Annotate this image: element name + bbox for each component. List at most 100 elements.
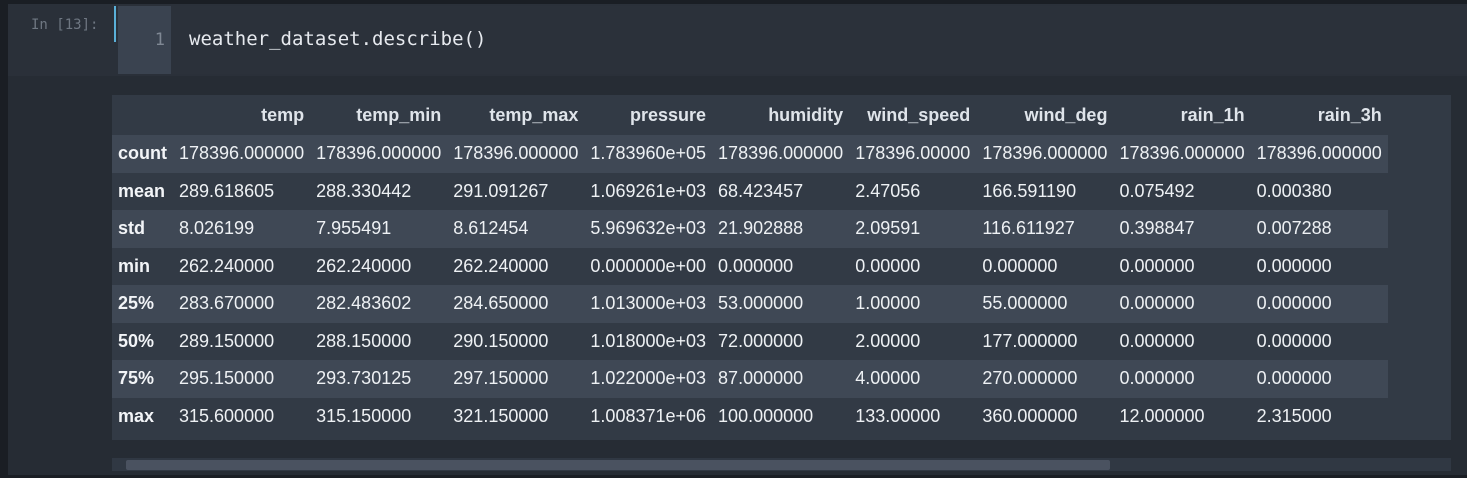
table-cell: 178396.000000 xyxy=(982,143,1108,164)
table-cell: 178396.000000 xyxy=(453,143,579,164)
column-header: rain_3h xyxy=(1317,104,1382,125)
table-row: max 315.600000 315.150000 321.150000 1.00837… xyxy=(112,397,1388,435)
row-label: 75% xyxy=(118,368,155,389)
table-cell: 72.000000 xyxy=(718,330,804,351)
code-line[interactable]: weather_dataset.describe() xyxy=(189,28,487,50)
table-cell: 178396.000000 xyxy=(316,143,442,164)
table-cell: 0.000000 xyxy=(718,255,794,276)
table-cell: 2.315000 xyxy=(1256,405,1332,426)
table-cell: 262.240000 xyxy=(179,255,275,276)
column-header: wind_deg xyxy=(1024,104,1108,125)
table-cell: 178396.000000 xyxy=(179,143,305,164)
table-cell: 21.902888 xyxy=(718,218,804,239)
row-label: 50% xyxy=(118,330,155,351)
table-row: 25% 283.670000 282.483602 284.650000 1.01300… xyxy=(112,285,1388,323)
table-cell: 2.47056 xyxy=(855,180,921,201)
table-cell: 8.612454 xyxy=(453,218,529,239)
table-cell: 0.000000 xyxy=(982,255,1058,276)
table-row: std 8.026199 7.955491 8.612454 5.969632e+03 2… xyxy=(112,210,1388,248)
table-cell: 0.007288 xyxy=(1256,218,1332,239)
table-cell: 178396.000000 xyxy=(1256,143,1382,164)
table-cell: 177.000000 xyxy=(982,330,1078,351)
table-row: 75% 295.150000 293.730125 297.150000 1.02200… xyxy=(112,360,1388,398)
table-cell: 53.000000 xyxy=(718,293,804,314)
horizontal-scrollbar[interactable] xyxy=(112,458,1451,471)
row-label: std xyxy=(118,218,145,239)
table-cell: 295.150000 xyxy=(179,368,275,389)
column-header: pressure xyxy=(630,104,707,125)
table-cell: 284.650000 xyxy=(453,293,549,314)
table-cell: 1.783960e+05 xyxy=(590,143,707,164)
row-label: min xyxy=(118,255,151,276)
table-cell: 290.150000 xyxy=(453,330,549,351)
code-editor[interactable]: weather_dataset.describe() xyxy=(171,6,1467,74)
scrollbar-thumb[interactable] xyxy=(126,460,1110,470)
table-cell: 0.000000 xyxy=(1119,293,1195,314)
table-cell: 0.000000 xyxy=(1119,330,1195,351)
table-cell: 7.955491 xyxy=(316,218,392,239)
table-cell: 0.075492 xyxy=(1119,180,1195,201)
index-header xyxy=(112,95,173,135)
table-header-row: temp temp_min temp_max pressure humidity wind… xyxy=(112,95,1388,135)
row-label: 25% xyxy=(118,293,155,314)
table-cell: 100.000000 xyxy=(718,405,814,426)
table-cell: 0.000000 xyxy=(1256,368,1332,389)
cell-prompt: In [13]: xyxy=(31,17,99,33)
table-cell: 0.000000 xyxy=(1256,293,1332,314)
table-cell: 0.000000 xyxy=(1256,255,1332,276)
table-cell: 55.000000 xyxy=(982,293,1068,314)
table-cell: 12.000000 xyxy=(1119,405,1205,426)
table-body: count 178396.000000 178396.000000 178396.00… xyxy=(112,135,1388,435)
table-cell: 8.026199 xyxy=(179,218,255,239)
input-area: In [13]: 1 weather_dataset.describe() xyxy=(8,4,1467,74)
table-cell: 282.483602 xyxy=(316,293,412,314)
table-cell: 0.000380 xyxy=(1256,180,1332,201)
row-label: mean xyxy=(118,180,166,201)
table-cell: 68.423457 xyxy=(718,180,804,201)
table-cell: 0.000000 xyxy=(1256,330,1332,351)
table-cell: 315.600000 xyxy=(179,405,275,426)
table-cell: 2.09591 xyxy=(855,218,921,239)
table-cell: 315.150000 xyxy=(316,405,412,426)
describe-table-container: temp temp_min temp_max pressure humidity wind… xyxy=(112,95,1451,440)
column-header: rain_1h xyxy=(1180,104,1245,125)
table-cell: 288.330442 xyxy=(316,180,412,201)
column-header: humidity xyxy=(768,104,844,125)
table-cell: 0.000000 xyxy=(1119,255,1195,276)
table-cell: 360.000000 xyxy=(982,405,1078,426)
line-number: 1 xyxy=(154,30,165,50)
table-cell: 0.000000 xyxy=(1119,368,1195,389)
table-cell: 2.00000 xyxy=(855,330,921,351)
table-cell: 262.240000 xyxy=(453,255,549,276)
table-cell: 4.00000 xyxy=(855,368,921,389)
table-cell: 166.591190 xyxy=(982,180,1077,201)
table-cell: 1.013000e+03 xyxy=(590,293,707,314)
column-header: wind_speed xyxy=(867,104,971,125)
table-cell: 291.091267 xyxy=(453,180,549,201)
column-header: temp xyxy=(261,104,305,125)
table-cell: 297.150000 xyxy=(453,368,549,389)
table-cell: 0.000000e+00 xyxy=(590,255,707,276)
table-cell: 0.00000 xyxy=(855,255,921,276)
table-cell: 1.069261e+03 xyxy=(590,180,707,201)
table-row: 50% 289.150000 288.150000 290.150000 1.01800… xyxy=(112,322,1388,360)
table-cell: 178396.00000 xyxy=(855,143,971,164)
table-row: min 262.240000 262.240000 262.240000 0.00000… xyxy=(112,247,1388,285)
table-cell: 1.00000 xyxy=(855,293,921,314)
line-number-gutter: 1 xyxy=(118,6,171,74)
table-row: count 178396.000000 178396.000000 178396.00… xyxy=(112,135,1388,173)
table-cell: 1.008371e+06 xyxy=(590,405,707,426)
row-label: count xyxy=(118,143,167,164)
table-cell: 5.969632e+03 xyxy=(590,218,707,239)
table-cell: 321.150000 xyxy=(453,405,549,426)
table-cell: 283.670000 xyxy=(179,293,275,314)
notebook-cell: In [13]: 1 weather_dataset.describe() te… xyxy=(8,4,1467,475)
table-cell: 116.611927 xyxy=(982,218,1075,239)
table-row: mean 289.618605 288.330442 291.091267 1.0692… xyxy=(112,172,1388,210)
row-label: max xyxy=(118,405,155,426)
table-cell: 262.240000 xyxy=(316,255,412,276)
table-cell: 178396.000000 xyxy=(718,143,844,164)
output-area: temp temp_min temp_max pressure humidity wind… xyxy=(8,76,1467,475)
table-cell: 178396.000000 xyxy=(1119,143,1245,164)
describe-table: temp temp_min temp_max pressure humidity wind… xyxy=(112,95,1388,435)
